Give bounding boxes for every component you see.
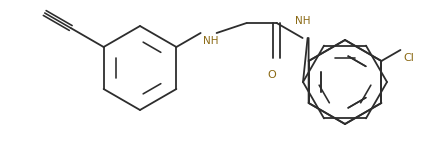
Text: NH: NH: [202, 36, 218, 46]
Text: O: O: [267, 70, 275, 80]
Text: Cl: Cl: [402, 53, 413, 63]
Text: NH: NH: [294, 16, 310, 26]
